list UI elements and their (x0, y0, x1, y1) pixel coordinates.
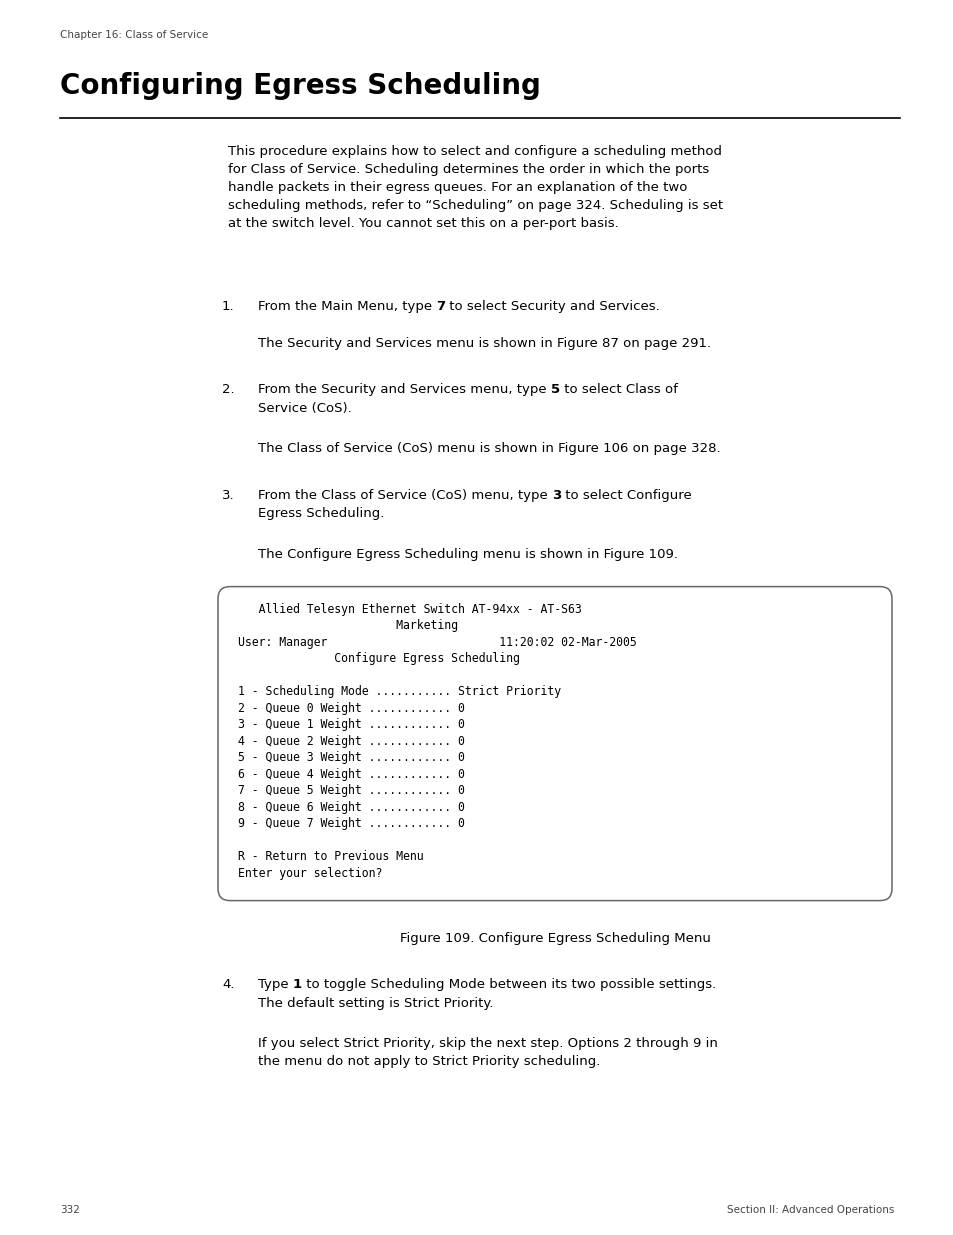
Text: 1: 1 (293, 978, 302, 992)
Text: 7: 7 (436, 300, 445, 312)
Text: 2.: 2. (222, 383, 234, 396)
Text: 3.: 3. (222, 489, 234, 501)
Text: 1.: 1. (222, 300, 234, 312)
Text: Chapter 16: Class of Service: Chapter 16: Class of Service (60, 30, 208, 40)
Text: Marketing: Marketing (237, 619, 457, 632)
Text: This procedure explains how to select and configure a scheduling method
for Clas: This procedure explains how to select an… (228, 144, 722, 230)
Text: Allied Telesyn Ethernet Switch AT-94xx - AT-S63: Allied Telesyn Ethernet Switch AT-94xx -… (237, 603, 581, 615)
Text: R - Return to Previous Menu: R - Return to Previous Menu (237, 850, 423, 863)
FancyBboxPatch shape (218, 587, 891, 900)
Text: Configure Egress Scheduling: Configure Egress Scheduling (237, 652, 519, 666)
Text: Egress Scheduling.: Egress Scheduling. (257, 508, 384, 520)
Text: The Configure Egress Scheduling menu is shown in Figure 109.: The Configure Egress Scheduling menu is … (257, 548, 678, 561)
Text: 4.: 4. (222, 978, 234, 992)
Text: The Security and Services menu is shown in Figure 87 on page 291.: The Security and Services menu is shown … (257, 337, 710, 350)
Text: The Class of Service (CoS) menu is shown in Figure 106 on page 328.: The Class of Service (CoS) menu is shown… (257, 442, 720, 456)
Text: From the Security and Services menu, type: From the Security and Services menu, typ… (257, 383, 550, 396)
Text: 332: 332 (60, 1205, 80, 1215)
Text: Enter your selection?: Enter your selection? (237, 867, 382, 879)
Text: User: Manager                         11:20:02 02-Mar-2005: User: Manager 11:20:02 02-Mar-2005 (237, 636, 636, 648)
Text: 5 - Queue 3 Weight ............ 0: 5 - Queue 3 Weight ............ 0 (237, 751, 464, 764)
Text: 1 - Scheduling Mode ........... Strict Priority: 1 - Scheduling Mode ........... Strict P… (237, 685, 560, 698)
Text: Type: Type (257, 978, 293, 992)
Text: 6 - Queue 4 Weight ............ 0: 6 - Queue 4 Weight ............ 0 (237, 768, 464, 781)
Text: to select Security and Services.: to select Security and Services. (445, 300, 659, 312)
Text: 3: 3 (552, 489, 560, 501)
Text: 3 - Queue 1 Weight ............ 0: 3 - Queue 1 Weight ............ 0 (237, 718, 464, 731)
Text: If you select Strict Priority, skip the next step. Options 2 through 9 in
the me: If you select Strict Priority, skip the … (257, 1037, 717, 1068)
Text: to toggle Scheduling Mode between its two possible settings.: to toggle Scheduling Mode between its tw… (302, 978, 716, 992)
Text: to select Configure: to select Configure (560, 489, 691, 501)
Text: Section II: Advanced Operations: Section II: Advanced Operations (726, 1205, 893, 1215)
Text: Configuring Egress Scheduling: Configuring Egress Scheduling (60, 72, 540, 100)
Text: 4 - Queue 2 Weight ............ 0: 4 - Queue 2 Weight ............ 0 (237, 735, 464, 747)
Text: 8 - Queue 6 Weight ............ 0: 8 - Queue 6 Weight ............ 0 (237, 800, 464, 814)
Text: to select Class of: to select Class of (559, 383, 678, 396)
Text: From the Class of Service (CoS) menu, type: From the Class of Service (CoS) menu, ty… (257, 489, 552, 501)
Text: 9 - Queue 7 Weight ............ 0: 9 - Queue 7 Weight ............ 0 (237, 818, 464, 830)
Text: 5: 5 (550, 383, 559, 396)
Text: 7 - Queue 5 Weight ............ 0: 7 - Queue 5 Weight ............ 0 (237, 784, 464, 797)
Text: The default setting is Strict Priority.: The default setting is Strict Priority. (257, 997, 493, 1010)
Text: Service (CoS).: Service (CoS). (257, 401, 352, 415)
Text: From the Main Menu, type: From the Main Menu, type (257, 300, 436, 312)
Text: Figure 109. Configure Egress Scheduling Menu: Figure 109. Configure Egress Scheduling … (399, 932, 710, 945)
Text: 2 - Queue 0 Weight ............ 0: 2 - Queue 0 Weight ............ 0 (237, 701, 464, 715)
